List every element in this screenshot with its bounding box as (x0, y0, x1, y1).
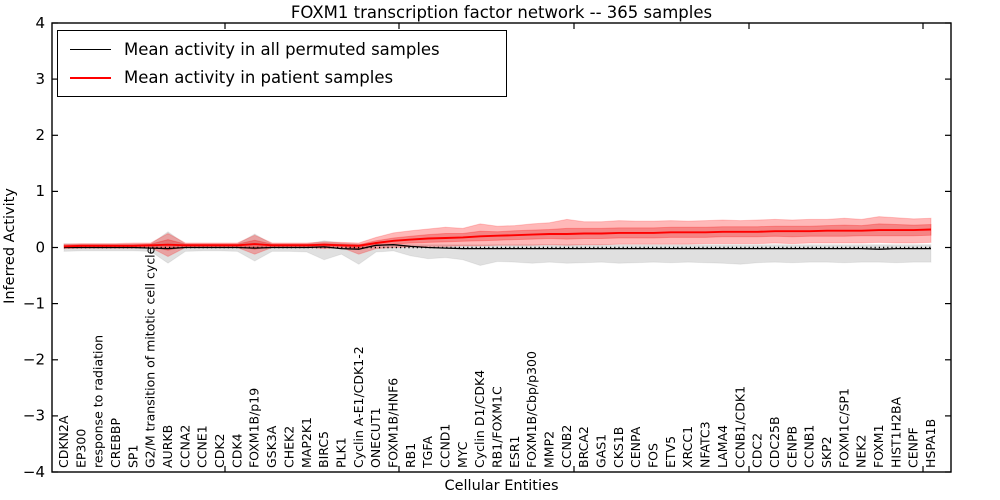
x-tick-label: CCNB1 (802, 425, 817, 468)
x-tick-label: GAS1 (594, 434, 609, 468)
x-tick-label: XRCC1 (680, 426, 695, 468)
x-tick-label: CHEK2 (281, 426, 296, 468)
legend-label-patient: Mean activity in patient samples (124, 68, 394, 88)
x-tick-label: CENPF (906, 427, 921, 468)
x-tick-label: BIRC5 (316, 431, 331, 468)
x-tick-label: ONECUT1 (368, 407, 383, 468)
x-tick-label: Cyclin D1/CDK4 (472, 370, 487, 468)
x-tick-label: CDK2 (212, 433, 227, 468)
x-tick-label: SP1 (125, 445, 140, 468)
x-tick-label: FOXM1 (871, 424, 886, 468)
x-tick-label: RB1 (403, 443, 418, 468)
x-tick-label: CENPA (628, 426, 643, 468)
y-axis-label: Inferred Activity (2, 188, 18, 304)
x-tick-label: MMP2 (542, 431, 557, 468)
x-tick-label: PLK1 (333, 437, 348, 468)
x-tick-label: HIST1H2BA (888, 396, 903, 468)
y-tick-label: 0 (35, 238, 45, 256)
x-tick-label: FOXM1B/HNF6 (386, 378, 401, 468)
permuted-line-swatch-icon (70, 48, 111, 50)
x-tick-label: CCNB2 (559, 425, 574, 468)
y-tick-label: −4 (23, 463, 45, 481)
legend-entry-permuted: Mean activity in all permuted samples (70, 36, 506, 62)
y-tick-label: 1 (35, 182, 45, 200)
x-tick-label: G2/M transition of mitotic cell cycle (143, 246, 158, 468)
x-tick-label: CCND1 (438, 424, 453, 468)
x-tick-label: LAMA4 (715, 425, 730, 468)
x-tick-label: CDC25B (767, 416, 782, 468)
x-tick-label: CCNA2 (177, 425, 192, 468)
x-tick-label: BRCA2 (576, 426, 591, 468)
chart-legend: Mean activity in all permuted samples Me… (57, 30, 507, 97)
x-tick-label: Cyclin A-E1/CDK1-2 (351, 346, 366, 468)
x-tick-label: NFATC3 (698, 421, 713, 468)
y-tick-label: −1 (23, 294, 45, 312)
x-tick-label: MAP2K1 (299, 417, 314, 468)
x-tick-label: CCNB1/CDK1 (732, 386, 747, 468)
x-tick-label: CDK4 (229, 433, 244, 468)
x-tick-label: FOS (646, 443, 661, 468)
x-tick-label: CKS1B (611, 427, 626, 468)
x-tick-label: NEK2 (854, 435, 869, 468)
patient-mean-line (63, 228, 932, 248)
x-tick-label: FOXM1C/SP1 (836, 388, 851, 468)
x-tick-label: EP300 (73, 429, 88, 468)
permuted-mean-line (64, 244, 931, 250)
x-tick-label: ETV5 (663, 436, 678, 468)
legend-entry-patient: Mean activity in patient samples (70, 65, 506, 91)
x-tick-label: GSK3A (264, 425, 279, 468)
y-tick-label: −2 (23, 351, 45, 369)
x-tick-label: SKP2 (819, 436, 834, 468)
x-tick-label: RB1/FOXM1C (490, 386, 505, 468)
x-tick-label: CREBBP (108, 418, 123, 468)
x-tick-label: FOXM1B/p19 (247, 388, 262, 468)
x-tick-label: CDC2 (750, 433, 765, 468)
x-tick-label: CDKN2A (56, 415, 71, 468)
x-tick-label: FOXM1B/Cbp/p300 (524, 351, 539, 468)
y-tick-label: −3 (23, 407, 45, 425)
x-tick-label: ESR1 (507, 436, 522, 468)
patient-line-swatch-icon (70, 76, 111, 79)
x-tick-label: AURKB (160, 425, 175, 468)
x-axis-label: Cellular Entities (444, 478, 559, 494)
y-tick-label: 4 (35, 14, 45, 32)
legend-label-permuted: Mean activity in all permuted samples (124, 39, 440, 59)
x-tick-label: CCNE1 (195, 425, 210, 468)
x-tick-label: HSPA1B (923, 419, 938, 468)
x-tick-label: CENPB (784, 426, 799, 468)
patient-inner-range-band (63, 223, 932, 251)
chart-title: FOXM1 transcription factor network -- 36… (290, 3, 713, 22)
y-tick-label: 3 (35, 70, 45, 88)
x-tick-label: TGFA (420, 436, 435, 469)
y-tick-label: 2 (35, 126, 45, 144)
x-tick-label: MYC (455, 441, 470, 468)
x-tick-label: response to radiation (91, 335, 106, 468)
